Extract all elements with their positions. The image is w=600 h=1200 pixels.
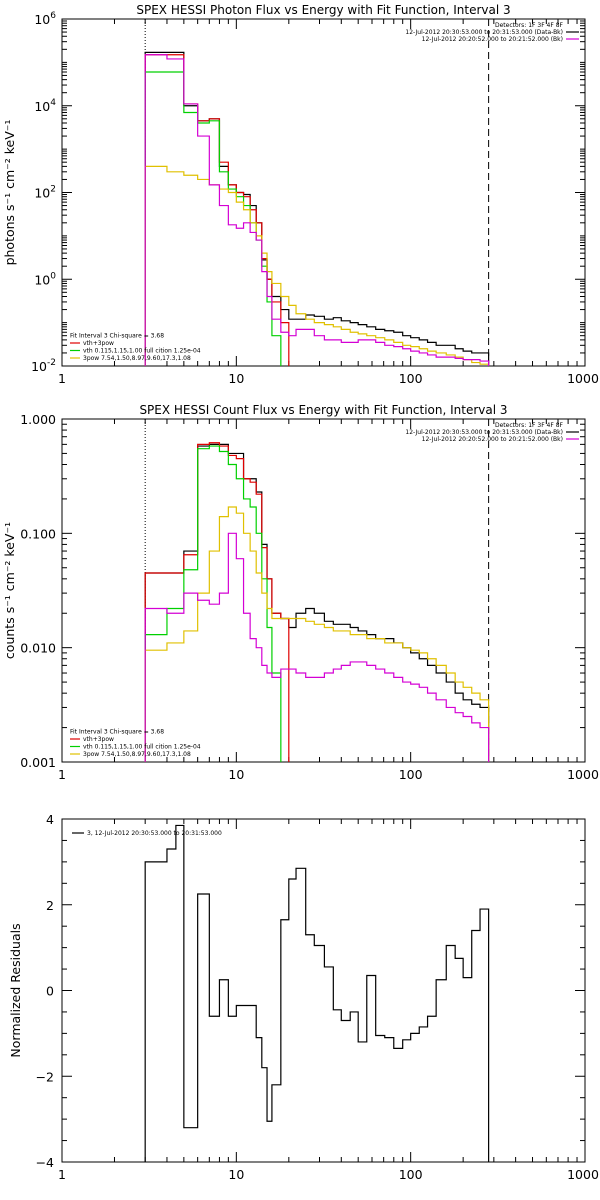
- legend-bottom-text: Fit Interval 3 Chi-square = 3.68: [70, 333, 164, 340]
- y-tick-base: 10: [34, 186, 50, 201]
- legend-top-text: Detectors: 1F 3F 4F 8F: [495, 422, 564, 429]
- x-tick-label: 100: [399, 1167, 423, 1182]
- panel-1: SPEX HESSI Photon Flux vs Energy with Fi…: [2, 3, 599, 386]
- y-tick-label: −4: [36, 1155, 54, 1170]
- series-line-4: [144, 506, 490, 762]
- series-line-1: [144, 443, 490, 762]
- x-tick-label: 100: [399, 371, 423, 386]
- x-tick-label: 1000: [567, 371, 599, 386]
- y-tick-label: 0.001: [20, 755, 56, 770]
- legend-top-text: Detectors: 1F 3F 4F 8F: [495, 22, 564, 29]
- x-tick-label: 10: [228, 767, 244, 782]
- y-tick-label: 4: [46, 812, 54, 827]
- y-axis-label: Normalized Residuals: [8, 923, 23, 1057]
- x-tick-label: 100: [399, 767, 423, 782]
- series-line-3: [144, 445, 282, 762]
- series-group: [144, 51, 490, 366]
- y-tick-label: 0.100: [20, 526, 56, 541]
- y-tick-base: 10: [31, 359, 47, 374]
- x-tick-label: 1: [58, 371, 66, 386]
- y-tick-exponent: -2: [47, 358, 56, 368]
- y-tick-label: 10-2: [31, 358, 56, 374]
- y-tick-base: 10: [34, 12, 50, 27]
- chart-title: SPEX HESSI Count Flux vs Energy with Fit…: [139, 403, 507, 417]
- series-line-5: [144, 532, 490, 762]
- series-group: [144, 442, 490, 762]
- y-tick-label: 104: [34, 98, 56, 114]
- panel-2: SPEX HESSI Count Flux vs Energy with Fit…: [2, 403, 599, 782]
- y-tick-exponent: 2: [50, 185, 56, 195]
- plot-frame: [61, 18, 586, 367]
- x-tick-label: 1: [58, 1167, 66, 1182]
- legend-top-text: 12-Jul-2012 20:20:52.000 to 20:21:52.000…: [422, 36, 563, 43]
- legend-bottom-text: vth+3pow: [83, 340, 114, 347]
- y-axis-label: photons s⁻¹ cm⁻² keV⁻¹: [2, 120, 17, 266]
- x-tick-label: 10: [228, 371, 244, 386]
- y-tick-label: 1.000: [20, 412, 56, 427]
- series-group: [144, 824, 490, 1162]
- plot-frame: [61, 418, 586, 763]
- legend-bottom-text: vth+3pow: [83, 736, 114, 743]
- legend-top-text: 12-Jul-2012 20:30:53.000 to 20:31:53.000…: [405, 29, 563, 36]
- series-line-1: [144, 824, 490, 1162]
- y-tick-label: 0.010: [20, 641, 56, 656]
- y-tick-exponent: 0: [50, 271, 56, 281]
- plot-frame: [61, 818, 586, 1163]
- series-line-5: [144, 54, 490, 366]
- y-axis-label: counts s⁻¹ cm⁻² keV⁻¹: [2, 522, 17, 659]
- legend-bottom-text: vth 0.115,1.15,1.00 full cition 1.25e-04: [83, 744, 201, 751]
- series-line-2: [144, 54, 290, 366]
- legend-bottom-text: 3pow 7.54,1.50,8.97,9.60,17.3,1.08: [83, 355, 191, 362]
- y-tick-label: −2: [36, 1069, 54, 1084]
- legend-bottom-text: vth 0.115,1.15,1.00 full cition 1.25e-04: [83, 348, 201, 355]
- x-tick-label: 1000: [567, 1167, 599, 1182]
- y-tick-exponent: 4: [50, 98, 56, 108]
- series-line-4: [144, 165, 490, 366]
- legend-bottom-text: 3pow 7.54,1.50,8.97,9.60,17.3,1.08: [83, 751, 191, 758]
- x-tick-label: 1: [58, 767, 66, 782]
- y-tick-label: 2: [46, 898, 54, 913]
- y-tick-label: 100: [34, 271, 56, 287]
- series-line-1: [144, 51, 490, 366]
- y-tick-label: 0: [46, 984, 54, 999]
- y-tick-label: 102: [34, 185, 56, 201]
- legend-bottom-text: Fit Interval 3 Chi-square = 3.68: [70, 729, 164, 736]
- x-tick-label: 10: [228, 1167, 244, 1182]
- panel-3: Normalized Residuals 1 10 100 1000 −4 −2 0 2 4 3, …: [8, 812, 599, 1182]
- y-tick-exponent: 6: [50, 11, 56, 21]
- legend-top-text: 12-Jul-2012 20:30:53.000 to 20:31:53.000…: [405, 429, 563, 436]
- chart-title: SPEX HESSI Photon Flux vs Energy with Fi…: [136, 3, 510, 17]
- y-tick-base: 10: [34, 99, 50, 114]
- series-line-3: [144, 71, 282, 366]
- y-tick-base: 10: [34, 272, 50, 287]
- legend-text: 3, 12-Jul-2012 20:30:53.000 to 20:31:53.…: [87, 830, 222, 837]
- x-tick-label: 1000: [567, 767, 599, 782]
- y-tick-label: 106: [34, 11, 56, 27]
- legend-top-text: 12-Jul-2012 20:20:52.000 to 20:21:52.000…: [422, 436, 563, 443]
